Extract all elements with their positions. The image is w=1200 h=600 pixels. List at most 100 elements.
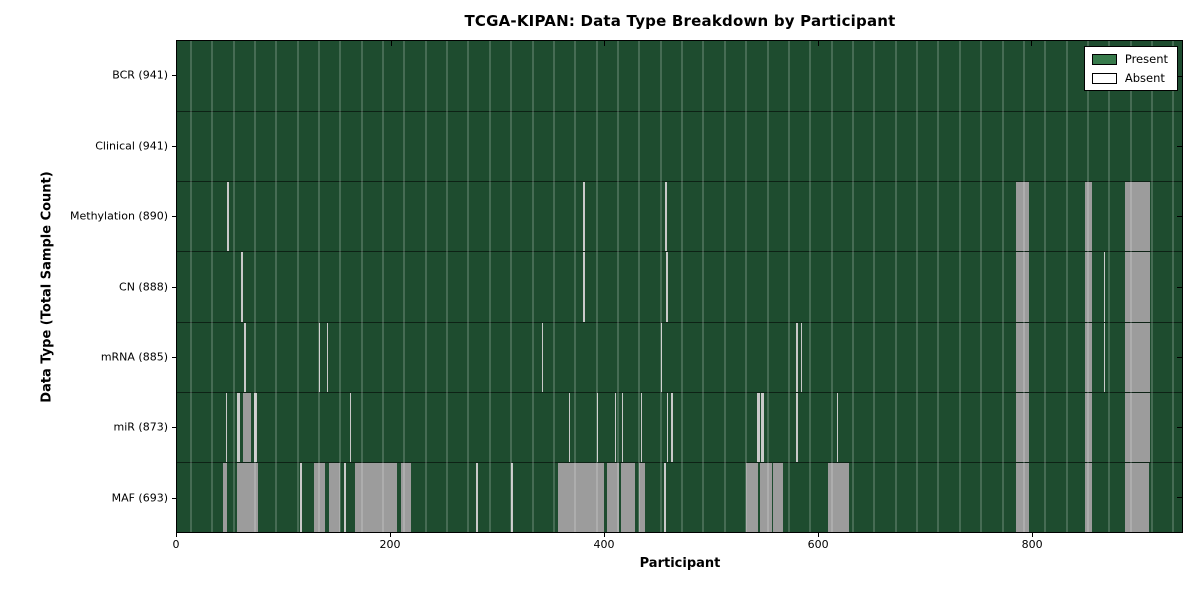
absent-segment — [1084, 462, 1093, 532]
absent-segment — [1016, 252, 1030, 322]
absent-segment — [666, 252, 669, 322]
heatmap-row-clinical — [177, 111, 1182, 181]
x-tick-label: 400 — [593, 538, 615, 551]
heatmap-row-mrna — [177, 321, 1182, 392]
row-label-methylation: Methylation (890) — [70, 209, 168, 223]
absent-segment — [607, 462, 620, 532]
absent-segment — [568, 392, 571, 462]
absent-segment — [614, 392, 616, 462]
heatmap-row-methylation — [177, 181, 1182, 252]
absent-segment — [660, 322, 662, 392]
absent-segment — [355, 462, 397, 532]
absent-segment — [236, 462, 259, 532]
absent-segment — [837, 392, 839, 462]
absent-segment — [241, 252, 244, 322]
heatmap-row-bcr — [177, 41, 1182, 111]
x-tick-bottom — [390, 533, 392, 537]
y-tick-left — [172, 356, 176, 358]
absent-segment — [1125, 462, 1149, 532]
row-label-mir: miR (873) — [113, 420, 169, 434]
x-tick-bottom — [604, 533, 606, 537]
y-tick-left — [172, 145, 176, 147]
absent-segment — [664, 462, 667, 532]
heatmap-rows — [177, 41, 1182, 532]
present-swatch — [1091, 53, 1117, 65]
row-label-cn: CN (888) — [119, 280, 168, 293]
absent-segment — [1016, 462, 1030, 532]
absent-segment — [796, 392, 798, 462]
absent-segment — [1125, 182, 1150, 252]
absent-segment — [761, 392, 765, 462]
absent-segment — [582, 182, 585, 252]
absent-segment — [343, 462, 346, 532]
absent-segment — [667, 392, 669, 462]
x-tick-bottom — [1032, 533, 1034, 537]
y-tick-left — [172, 216, 176, 218]
absent-segment — [558, 462, 605, 532]
absent-segment — [226, 392, 228, 462]
absent-segment — [476, 462, 479, 532]
x-tick-bottom — [176, 533, 177, 537]
absent-segment — [401, 462, 411, 532]
absent-segment — [299, 462, 302, 532]
absent-segment — [243, 392, 251, 462]
absent-segment — [582, 252, 585, 322]
absent-segment — [313, 462, 326, 532]
absent-segment — [756, 392, 761, 462]
absent-segment — [772, 462, 783, 532]
row-label-maf: MAF (693) — [111, 491, 168, 505]
x-tick-label: 600 — [807, 538, 829, 551]
absent-segment — [639, 462, 645, 532]
absent-segment — [326, 322, 328, 392]
row-label-bcr: BCR (941) — [112, 68, 168, 82]
absent-segment — [671, 392, 673, 462]
absent-segment — [1016, 322, 1030, 392]
x-tick-label: 800 — [1021, 538, 1043, 551]
absent-segment — [350, 392, 352, 462]
x-tick-label: 0 — [172, 538, 180, 551]
x-tick-label: 200 — [379, 538, 401, 551]
absent-segment — [1125, 392, 1150, 462]
absent-segment — [665, 182, 668, 252]
absent-segment — [746, 462, 758, 532]
chart-title: TCGA-KIPAN: Data Type Breakdown by Parti… — [464, 12, 896, 30]
legend-item-absent: Absent — [1091, 71, 1168, 85]
absent-segment — [328, 462, 341, 532]
legend-label-absent: Absent — [1124, 71, 1165, 85]
absent-segment — [1125, 252, 1150, 322]
legend-item-present: Present — [1091, 52, 1168, 66]
absent-swatch — [1091, 72, 1117, 84]
x-tick-bottom — [818, 533, 820, 537]
absent-segment — [1084, 252, 1093, 322]
y-tick-left — [172, 286, 176, 288]
legend: Present Absent — [1083, 46, 1178, 91]
y-tick-left — [172, 497, 176, 499]
absent-segment — [511, 462, 514, 532]
absent-segment — [1125, 322, 1150, 392]
absent-segment — [1016, 392, 1030, 462]
absent-segment — [1104, 252, 1106, 322]
absent-segment — [596, 392, 598, 462]
absent-segment — [319, 322, 321, 392]
absent-segment — [800, 322, 802, 392]
absent-segment — [542, 322, 544, 392]
y-tick-left — [172, 75, 176, 77]
legend-label-present: Present — [1124, 52, 1168, 66]
absent-segment — [828, 462, 849, 532]
absent-segment — [1104, 322, 1106, 392]
absent-segment — [760, 462, 772, 532]
absent-segment — [640, 392, 642, 462]
heatmap-row-maf — [177, 461, 1182, 532]
y-tick-left — [172, 427, 176, 429]
absent-segment — [253, 392, 258, 462]
x-axis-label: Participant — [639, 556, 721, 571]
absent-segment — [222, 462, 228, 532]
absent-segment — [236, 392, 240, 462]
absent-segment — [227, 182, 230, 252]
heatmap-row-cn — [177, 251, 1182, 322]
plot-area: Present Absent — [176, 40, 1183, 533]
row-label-mrna: mRNA (885) — [100, 350, 168, 364]
absent-segment — [244, 322, 247, 392]
absent-segment — [1084, 182, 1093, 252]
